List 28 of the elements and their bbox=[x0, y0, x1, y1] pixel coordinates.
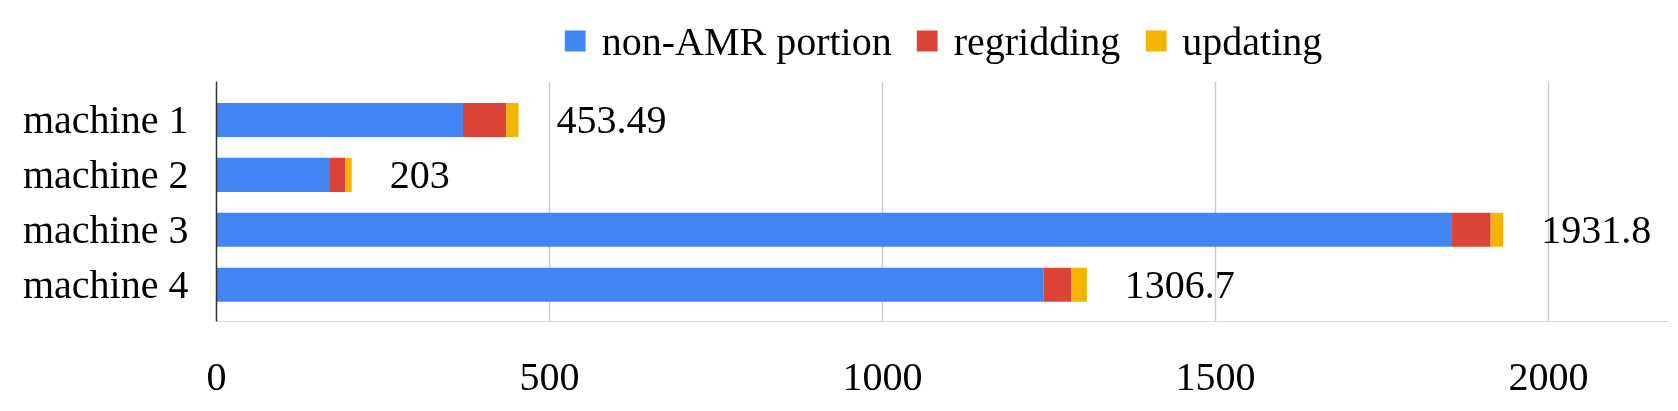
total-label: 203 bbox=[389, 151, 450, 197]
y-tick-label: machine 4 bbox=[23, 262, 189, 308]
bar bbox=[462, 102, 507, 137]
legend-label: non-AMR portion bbox=[601, 17, 892, 64]
x-tick-label: 0 bbox=[206, 353, 227, 399]
bar bbox=[1043, 267, 1072, 302]
total-label: 1931.8 bbox=[1541, 206, 1652, 252]
x-tick-label: 2000 bbox=[1508, 353, 1589, 399]
bar bbox=[1452, 212, 1491, 247]
bar bbox=[216, 267, 1044, 302]
legend-label: regridding bbox=[953, 17, 1121, 64]
bar bbox=[1490, 212, 1504, 247]
total-label: 453.49 bbox=[556, 96, 667, 142]
y-tick-label: machine 3 bbox=[23, 207, 189, 253]
bar bbox=[216, 157, 330, 192]
x-tick-label: 500 bbox=[519, 353, 580, 399]
x-tick-label: 1500 bbox=[1175, 353, 1256, 399]
bar bbox=[216, 212, 1453, 247]
y-tick-label: machine 1 bbox=[23, 97, 189, 143]
y-tick-label: machine 2 bbox=[23, 152, 189, 198]
bar bbox=[1071, 267, 1087, 302]
x-tick-label: 1000 bbox=[842, 353, 923, 399]
bar bbox=[345, 157, 352, 192]
bar bbox=[329, 157, 346, 192]
total-label: 1306.7 bbox=[1124, 261, 1235, 307]
bar bbox=[216, 102, 463, 137]
bar bbox=[506, 102, 519, 137]
legend-label: updating bbox=[1182, 17, 1323, 64]
